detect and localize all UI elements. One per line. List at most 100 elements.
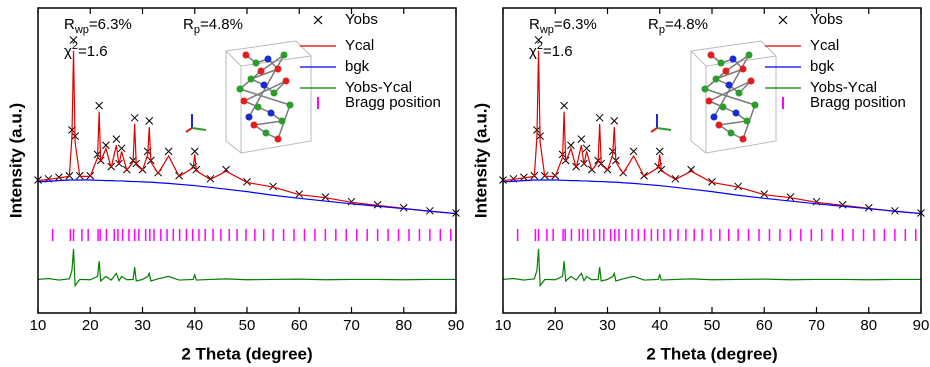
annotation-symbol: R — [529, 16, 540, 33]
annotation-sub: wp — [74, 24, 89, 36]
panel: 102030405060708090YobsYcalbgkYobs-YcalBr… — [471, 8, 929, 363]
triad-axis — [192, 128, 206, 130]
x-axis-label: 2 Theta (degree) — [646, 344, 777, 363]
annotation-symbol: R — [183, 16, 194, 33]
obs-point — [146, 117, 153, 124]
atom — [275, 66, 282, 73]
atom — [713, 76, 720, 83]
obs-point — [113, 136, 120, 143]
legend-label: bgk — [345, 58, 370, 75]
annotation-value: =1.6 — [543, 43, 573, 60]
annotation-symbol: χ — [64, 43, 72, 60]
atom — [243, 52, 250, 59]
x-tick-label: 80 — [860, 317, 877, 334]
crystal-inset — [691, 41, 776, 153]
atom — [279, 118, 286, 125]
annotation-sub: wp — [539, 24, 554, 36]
annotation-value: =4.8% — [200, 16, 243, 33]
obs-point — [611, 117, 618, 124]
atom — [708, 52, 715, 59]
atom — [287, 102, 294, 109]
atom — [748, 78, 755, 85]
atom — [251, 122, 258, 129]
atom — [255, 104, 262, 111]
annotation-value: =1.6 — [78, 43, 108, 60]
y-axis-label: Intensity (a.u.) — [6, 103, 25, 218]
triad-axis — [186, 128, 192, 132]
legend-label: bgk — [810, 58, 835, 75]
x-tick-label: 20 — [547, 317, 564, 334]
atom — [261, 82, 268, 89]
atom — [265, 56, 272, 63]
obs-point — [630, 148, 637, 155]
atom — [730, 56, 737, 63]
x-tick-label: 90 — [448, 317, 465, 334]
x-tick-label: 70 — [343, 317, 360, 334]
atom — [281, 52, 288, 59]
legend-label: Ycal — [810, 37, 839, 54]
atom — [263, 130, 270, 137]
atom — [733, 110, 740, 117]
bond — [719, 121, 747, 125]
atom — [726, 82, 733, 89]
obs-point — [561, 102, 568, 109]
legend-marker — [779, 16, 787, 24]
x-axis-label: 2 Theta (degree) — [181, 344, 312, 363]
annotation-symbol: R — [648, 16, 659, 33]
atom — [718, 60, 725, 67]
fit-annotation: Rp=4.8% — [648, 16, 708, 36]
annotation-value: =4.8% — [665, 16, 708, 33]
fit-annotation: Rwp=6.3% — [529, 16, 597, 36]
atom — [271, 90, 278, 97]
x-tick-label: 30 — [134, 317, 151, 334]
atom — [716, 122, 723, 129]
legend-label: Bragg position — [810, 94, 906, 111]
triad-axis — [651, 128, 657, 132]
obs-point — [656, 148, 663, 155]
axis-triad — [651, 114, 671, 132]
series-line — [38, 249, 456, 286]
annotation-value: =6.3% — [554, 16, 597, 33]
atom — [246, 114, 253, 121]
atom — [711, 114, 718, 121]
annotation-symbol: R — [64, 16, 75, 33]
atom — [237, 86, 244, 93]
series-line — [503, 180, 921, 214]
atom — [275, 136, 282, 143]
obs-point — [583, 145, 590, 152]
fit-annotation: Rp=4.8% — [183, 16, 243, 36]
atom — [283, 78, 290, 85]
legend-label: Yobs — [345, 11, 378, 28]
obs-point — [118, 145, 125, 152]
obs-point — [596, 114, 603, 121]
legend-label: Ycal — [345, 37, 374, 54]
x-tick-label: 10 — [30, 317, 47, 334]
atom — [728, 130, 735, 137]
atom — [268, 110, 275, 117]
series-line — [38, 180, 456, 214]
x-tick-label: 70 — [808, 317, 825, 334]
fit-annotation: χ2=1.6 — [64, 40, 108, 60]
atom — [723, 68, 730, 75]
annotation-value: =6.3% — [89, 16, 132, 33]
annotation-symbol: χ — [529, 43, 537, 60]
x-tick-label: 90 — [913, 317, 930, 334]
atom — [752, 102, 759, 109]
triad-axis — [657, 128, 671, 130]
atom — [706, 98, 713, 105]
legend-label: Yobs — [810, 11, 843, 28]
atom — [253, 60, 260, 67]
x-tick-label: 60 — [756, 317, 773, 334]
series-line — [38, 51, 456, 214]
obs-point — [191, 148, 198, 155]
atom — [720, 104, 727, 111]
chart: 102030405060708090YobsYcalbgkYobs-YcalBr… — [0, 0, 930, 367]
atom — [702, 86, 709, 93]
atom — [736, 90, 743, 97]
x-tick-label: 40 — [651, 317, 668, 334]
x-tick-label: 60 — [291, 317, 308, 334]
bond — [254, 121, 282, 125]
x-tick-label: 10 — [495, 317, 512, 334]
fit-annotation: χ2=1.6 — [529, 40, 573, 60]
atom — [241, 98, 248, 105]
